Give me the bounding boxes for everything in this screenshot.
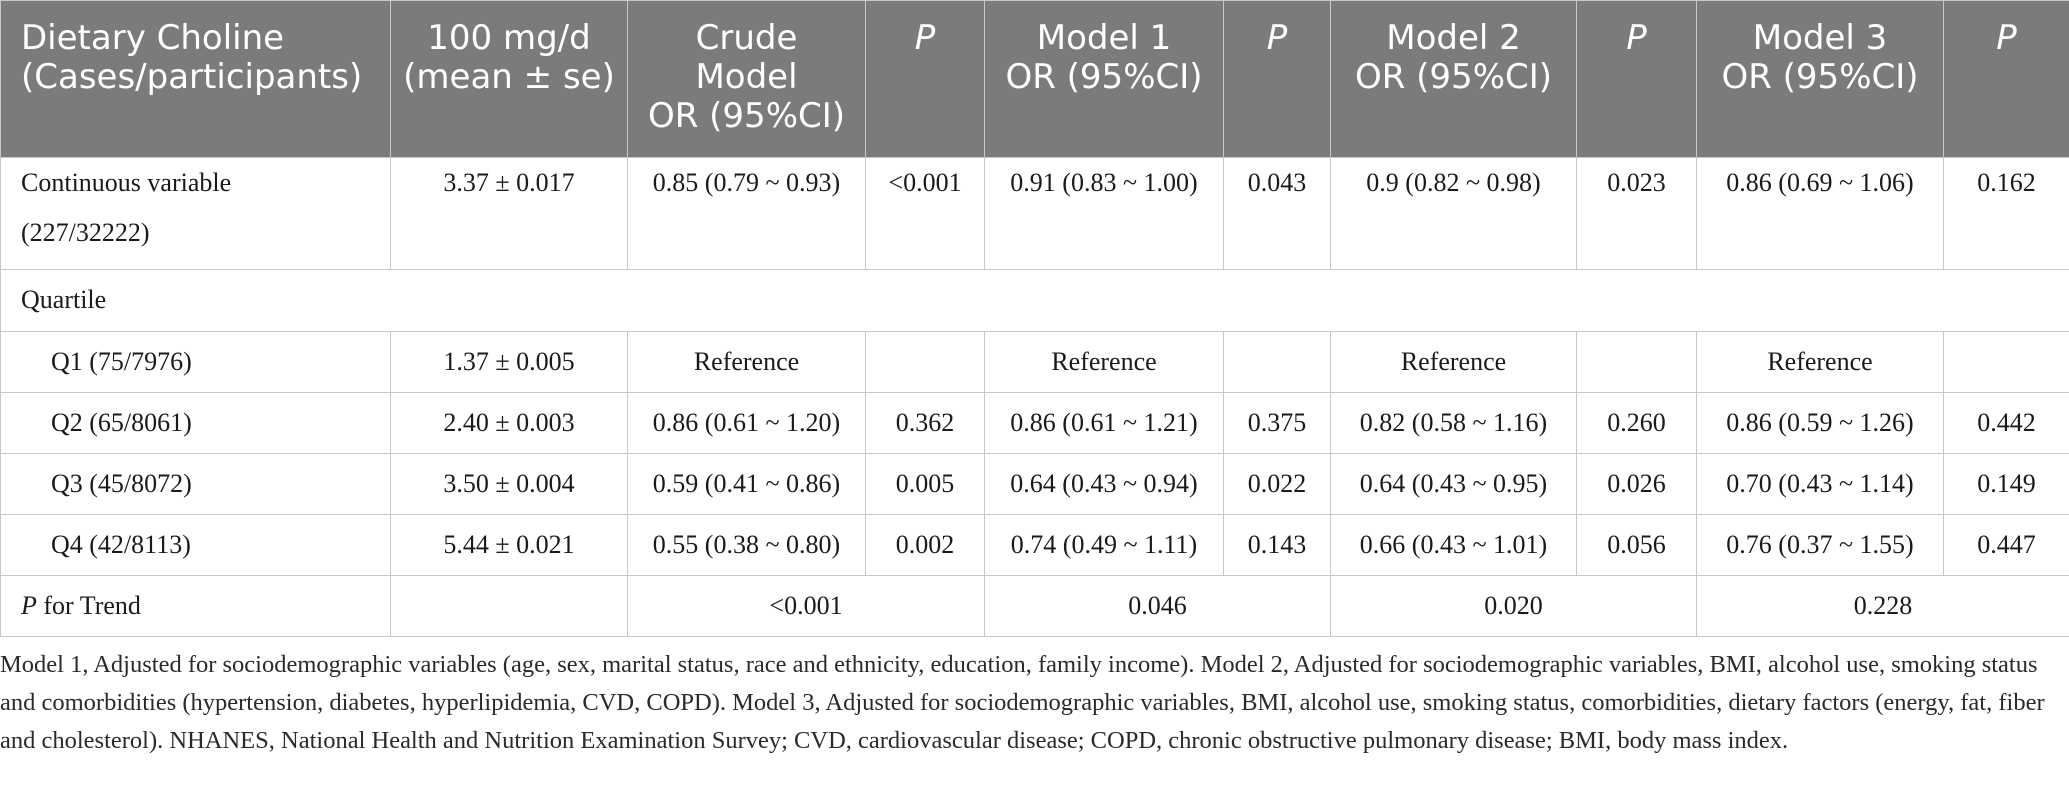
header-line: OR (95%CI) bbox=[1354, 57, 1553, 97]
header-mean-se: 100 mg/d (mean ± se) bbox=[390, 0, 628, 158]
row-label: Q1 (75/7976) bbox=[0, 331, 391, 393]
cell-m1-or: 0.74 (0.49 ~ 1.11) bbox=[984, 514, 1224, 576]
cell-crude-or: 0.85 (0.79 ~ 0.93) bbox=[627, 157, 866, 270]
row-label: Q3 (45/8072) bbox=[0, 453, 391, 515]
quartile-heading: Quartile bbox=[0, 269, 2069, 332]
row-label-line: (227/32222) bbox=[21, 218, 150, 247]
cell-m1-p: 0.043 bbox=[1223, 157, 1331, 270]
header-line: (Cases/participants) bbox=[21, 57, 363, 97]
header-line: OR (95%CI) bbox=[1005, 57, 1203, 97]
header-line: Model bbox=[695, 57, 798, 97]
cell-mean-empty bbox=[390, 575, 628, 637]
p-trend-rest: for Trend bbox=[36, 591, 141, 620]
table-footnote: Model 1, Adjusted for sociodemographic v… bbox=[0, 651, 2045, 754]
table-row-quartile-heading: Quartile bbox=[0, 269, 2069, 332]
header-crude-model: Crude Model OR (95%CI) bbox=[627, 0, 866, 158]
row-label: Q4 (42/8113) bbox=[0, 514, 391, 576]
cell-mean: 3.50 ± 0.004 bbox=[390, 453, 628, 515]
cell-crude-p: <0.001 bbox=[865, 157, 985, 270]
cell-m2-or: Reference bbox=[1330, 331, 1577, 393]
cell-m2-p: 0.056 bbox=[1576, 514, 1697, 576]
cell-m3-or: 0.76 (0.37 ~ 1.55) bbox=[1696, 514, 1944, 576]
cell-m1-trend: 0.046 bbox=[984, 575, 1331, 637]
cell-mean: 1.37 ± 0.005 bbox=[390, 331, 628, 393]
cell-mean: 2.40 ± 0.003 bbox=[390, 392, 628, 454]
cell-crude-or: Reference bbox=[627, 331, 866, 393]
header-line: OR (95%CI) bbox=[1721, 57, 1919, 97]
cell-m1-p bbox=[1223, 331, 1331, 393]
header-line: Dietary Choline bbox=[21, 18, 285, 58]
header-p-model-1: P bbox=[1223, 0, 1331, 158]
cell-m1-or: 0.86 (0.61 ~ 1.21) bbox=[984, 392, 1224, 454]
cell-m2-p: 0.023 bbox=[1576, 157, 1697, 270]
header-p-model-3: P bbox=[1943, 0, 2069, 158]
cell-crude-or: 0.86 (0.61 ~ 1.20) bbox=[627, 392, 866, 454]
cell-mean: 3.37 ± 0.017 bbox=[390, 157, 628, 270]
cell-m2-or: 0.66 (0.43 ~ 1.01) bbox=[1330, 514, 1577, 576]
table-row-p-trend: P for Trend <0.001 0.046 0.020 0.228 bbox=[0, 575, 2069, 637]
cell-m1-or: 0.91 (0.83 ~ 1.00) bbox=[984, 157, 1224, 270]
table-row: Q2 (65/8061) 2.40 ± 0.003 0.86 (0.61 ~ 1… bbox=[0, 392, 2069, 454]
cell-m1-or: Reference bbox=[984, 331, 1224, 393]
cell-m3-or: 0.86 (0.59 ~ 1.26) bbox=[1696, 392, 1944, 454]
cell-m1-p: 0.375 bbox=[1223, 392, 1331, 454]
row-label: Q2 (65/8061) bbox=[0, 392, 391, 454]
cell-m2-p: 0.026 bbox=[1576, 453, 1697, 515]
cell-m3-p: 0.447 bbox=[1943, 514, 2069, 576]
table-row-continuous: Continuous variable (227/32222) 3.37 ± 0… bbox=[0, 157, 2069, 270]
cell-m2-trend: 0.020 bbox=[1330, 575, 1697, 637]
cell-m1-p: 0.022 bbox=[1223, 453, 1331, 515]
header-line: Model 1 bbox=[1036, 18, 1172, 58]
cell-m3-p: 0.149 bbox=[1943, 453, 2069, 515]
cell-m3-p bbox=[1943, 331, 2069, 393]
header-p-crude: P bbox=[865, 0, 985, 158]
header-line: 100 mg/d bbox=[427, 18, 591, 58]
table-row: Q3 (45/8072) 3.50 ± 0.004 0.59 (0.41 ~ 0… bbox=[0, 453, 2069, 515]
table-row: Q1 (75/7976) 1.37 ± 0.005 Reference Refe… bbox=[0, 331, 2069, 393]
header-line: Crude bbox=[695, 18, 798, 58]
cell-crude-p: 0.362 bbox=[865, 392, 985, 454]
header-line: OR (95%CI) bbox=[647, 96, 846, 136]
cell-m1-or: 0.64 (0.43 ~ 0.94) bbox=[984, 453, 1224, 515]
header-model-2: Model 2 OR (95%CI) bbox=[1330, 0, 1577, 158]
p-trend-italic: P bbox=[21, 591, 37, 620]
header-model-1: Model 1 OR (95%CI) bbox=[984, 0, 1224, 158]
header-line: Model 3 bbox=[1752, 18, 1888, 58]
table-row: Q4 (42/8113) 5.44 ± 0.021 0.55 (0.38 ~ 0… bbox=[0, 514, 2069, 576]
table-header-row: Dietary Choline (Cases/participants) 100… bbox=[0, 0, 2069, 158]
header-p-model-2: P bbox=[1576, 0, 1697, 158]
cell-crude-p: 0.002 bbox=[865, 514, 985, 576]
header-model-3: Model 3 OR (95%CI) bbox=[1696, 0, 1944, 158]
odds-ratio-table: Dietary Choline (Cases/participants) 100… bbox=[0, 0, 2069, 637]
header-dietary-choline: Dietary Choline (Cases/participants) bbox=[0, 0, 391, 158]
cell-m3-p: 0.442 bbox=[1943, 392, 2069, 454]
cell-m3-p: 0.162 bbox=[1943, 157, 2069, 270]
cell-crude-or: 0.59 (0.41 ~ 0.86) bbox=[627, 453, 866, 515]
header-p-label: P bbox=[1996, 18, 2017, 58]
row-label-p-trend: P for Trend bbox=[0, 575, 391, 637]
cell-m1-p: 0.143 bbox=[1223, 514, 1331, 576]
cell-m3-or: 0.86 (0.69 ~ 1.06) bbox=[1696, 157, 1944, 270]
cell-m2-or: 0.9 (0.82 ~ 0.98) bbox=[1330, 157, 1577, 270]
cell-m2-or: 0.64 (0.43 ~ 0.95) bbox=[1330, 453, 1577, 515]
cell-mean: 5.44 ± 0.021 bbox=[390, 514, 628, 576]
cell-m2-p bbox=[1576, 331, 1697, 393]
cell-crude-trend: <0.001 bbox=[627, 575, 985, 637]
header-line: Model 2 bbox=[1386, 18, 1521, 58]
row-label: Continuous variable (227/32222) bbox=[0, 157, 391, 270]
cell-crude-p bbox=[865, 331, 985, 393]
cell-m3-or: Reference bbox=[1696, 331, 1944, 393]
header-line: (mean ± se) bbox=[403, 57, 615, 97]
cell-m3-or: 0.70 (0.43 ~ 1.14) bbox=[1696, 453, 1944, 515]
cell-m2-or: 0.82 (0.58 ~ 1.16) bbox=[1330, 392, 1577, 454]
cell-crude-p: 0.005 bbox=[865, 453, 985, 515]
header-p-label: P bbox=[914, 18, 936, 58]
header-p-label: P bbox=[1266, 18, 1288, 58]
header-p-label: P bbox=[1626, 18, 1647, 58]
cell-crude-or: 0.55 (0.38 ~ 0.80) bbox=[627, 514, 866, 576]
cell-m3-trend: 0.228 bbox=[1696, 575, 2069, 637]
results-table-container: Dietary Choline (Cases/participants) 100… bbox=[0, 0, 2069, 637]
cell-m2-p: 0.260 bbox=[1576, 392, 1697, 454]
row-label-line: Continuous variable bbox=[21, 168, 232, 197]
